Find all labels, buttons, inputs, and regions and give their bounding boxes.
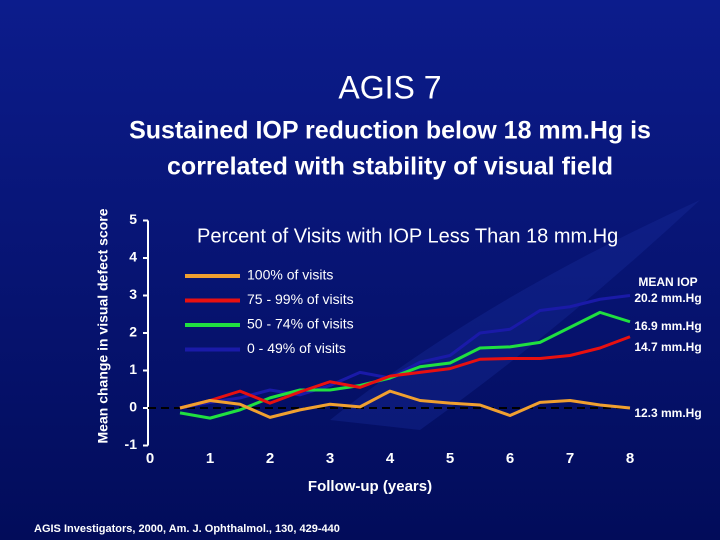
footnote: AGIS Investigators, 2000, Am. J. Ophthal… <box>34 523 340 535</box>
annotation: MEAN IOP <box>638 275 697 289</box>
series-line <box>179 389 631 419</box>
annotation: 12.3 mm.Hg <box>634 406 701 420</box>
x-tick-label: 2 <box>266 450 274 467</box>
x-tick-label: 3 <box>326 450 334 467</box>
series-line <box>179 310 631 420</box>
x-axis-label: Follow-up (years) <box>308 478 432 495</box>
y-tick-label: 2 <box>129 324 137 340</box>
annotation: 20.2 mm.Hg <box>634 291 701 305</box>
x-tick-label: 5 <box>446 450 454 467</box>
y-tick-label: 3 <box>129 286 137 302</box>
x-tick-label: 7 <box>566 450 574 467</box>
legend-label: 75 - 99% of visits <box>247 291 354 307</box>
legend-label: 50 - 74% of visits <box>247 316 354 332</box>
x-tick-label: 0 <box>146 450 154 467</box>
slide-title: AGIS 7 <box>338 69 441 105</box>
x-tick-label: 6 <box>506 450 514 467</box>
y-tick-label: 1 <box>129 361 137 377</box>
chart-title: Percent of Visits with IOP Less Than 18 … <box>197 225 618 247</box>
x-tick-label: 8 <box>626 450 634 467</box>
y-axis-label: Mean change in visual defect score <box>95 208 111 443</box>
y-tick-label: 5 <box>129 211 137 227</box>
y-tick-label: 0 <box>129 399 137 415</box>
slide-subtitle: Sustained IOP reduction below 18 mm.Hg i… <box>129 117 651 145</box>
annotation: 16.9 mm.Hg <box>634 319 701 333</box>
legend-label: 100% of visits <box>247 267 333 283</box>
x-tick-label: 1 <box>206 450 214 467</box>
series-line <box>179 294 631 410</box>
y-tick-label: 4 <box>129 249 137 265</box>
y-tick-label: -1 <box>125 436 138 452</box>
series-line <box>179 335 631 410</box>
annotation: 14.7 mm.Hg <box>634 340 701 354</box>
x-tick-label: 4 <box>386 450 395 467</box>
legend-label: 0 - 49% of visits <box>247 340 346 356</box>
slide-subtitle: correlated with stability of visual fiel… <box>167 153 613 181</box>
